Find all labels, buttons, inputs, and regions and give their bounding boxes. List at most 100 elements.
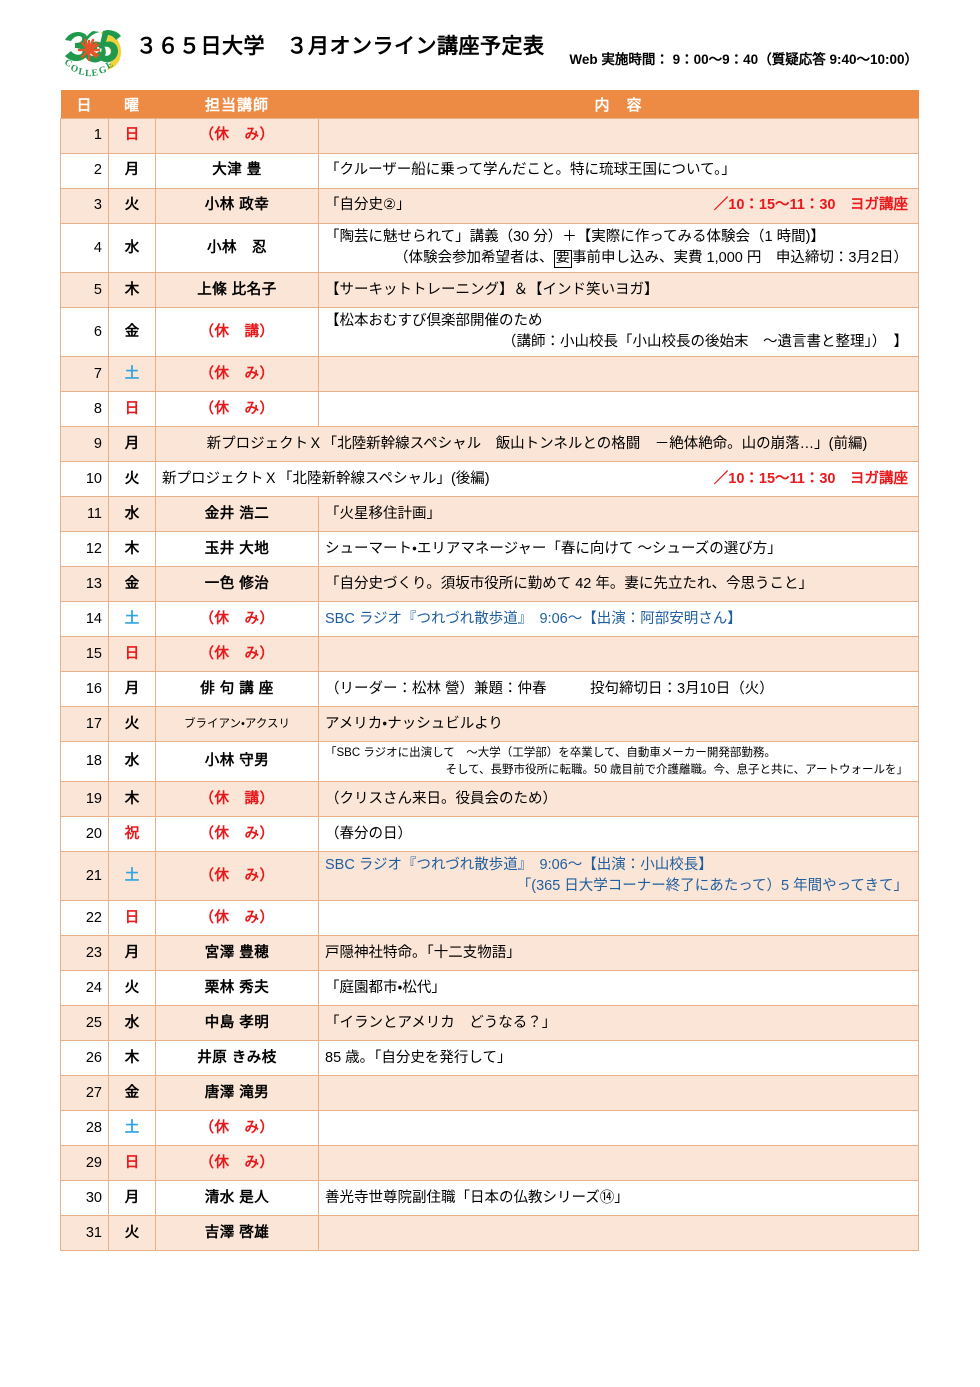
cell-content	[318, 1110, 919, 1147]
cell-instructor: 井原 きみ枝	[155, 1040, 319, 1077]
cell-day: 10	[60, 461, 109, 498]
cell-instructor: 小林 忍	[155, 222, 319, 274]
cell-content-wide: ／10：15〜11：30 ヨガ講座 新プロジェクトＸ「北陸新幹線スペシャル」(後編…	[155, 461, 919, 498]
cell-weekday: 木	[108, 531, 156, 568]
cell-instructor: 栗林 秀夫	[155, 970, 319, 1007]
cell-weekday: 土	[108, 851, 156, 902]
cell-weekday: 火	[108, 188, 156, 224]
content-line-2-post: 事前申し込み、実費 1,000 円 申込締切：3月2日）	[572, 250, 908, 267]
cell-content	[318, 900, 919, 937]
cell-weekday: 水	[108, 741, 156, 783]
cell-instructor: ブライアン・アクスリ	[155, 706, 319, 743]
cell-day: 27	[60, 1075, 109, 1112]
cell-content: （クリスさん来日。役員会のため）	[318, 781, 919, 818]
cell-content: ／10：15〜11：30 ヨガ講座 「自分史②」	[318, 188, 919, 224]
column-header-day: 日	[60, 90, 109, 119]
cell-instructor: 吉澤 啓雄	[155, 1215, 319, 1252]
column-header-weekday: 曜	[108, 90, 156, 119]
svg-text:E: E	[91, 68, 99, 79]
cell-day: 22	[60, 900, 109, 937]
cell-day: 11	[60, 496, 109, 533]
table-row: 26 木井原 きみ枝 85 歳。「自分史を発行して」	[60, 1040, 919, 1077]
cell-weekday: 木	[108, 272, 156, 309]
column-header-content: 内 容	[318, 90, 919, 119]
cell-day: 25	[60, 1005, 109, 1042]
content-line-2-pre: （体験会参加希望者は、	[394, 250, 554, 267]
cell-day: 17	[60, 706, 109, 743]
cell-weekday: 火	[108, 1215, 156, 1252]
cell-instructor: （休 講）	[155, 307, 319, 358]
cell-content: 善光寺世尊院副住職「日本の仏教シリーズ⑭」	[318, 1180, 919, 1217]
cell-day: 13	[60, 566, 109, 603]
cell-content: （春分の日）	[318, 816, 919, 853]
cell-day: 6	[60, 307, 109, 358]
cell-instructor: 清水 是人	[155, 1180, 319, 1217]
cell-instructor: 上條 比名子	[155, 272, 319, 309]
cell-content: SBC ラジオ『つれづれ散歩道』 9:06〜【出演：阿部安明さん】	[318, 601, 919, 638]
cell-content: 「クルーザー船に乗って学んだこと。特に琉球王国について。」	[318, 153, 919, 189]
table-row: 28 土（休 み）	[60, 1110, 919, 1147]
cell-instructor: 宮澤 豊穂	[155, 935, 319, 972]
svg-text:L: L	[85, 69, 92, 79]
svg-text:G: G	[98, 65, 109, 77]
cell-day: 2	[60, 153, 109, 189]
page-header: C O L L E G E ３６５日大学 ３月オンライン講座予定表 Web 実施…	[0, 0, 980, 88]
content-line-2: そして、長野市役所に転職。50 歳目前で介護離職。今、息子と共に、アートウォール…	[445, 763, 908, 776]
cell-day: 29	[60, 1145, 109, 1182]
cell-weekday: 火	[108, 461, 156, 498]
table-row: 21 土（休 み） SBC ラジオ『つれづれ散歩道』 9:06〜【出演：小山校長】「…	[60, 851, 919, 902]
cell-instructor: 中島 孝明	[155, 1005, 319, 1042]
content-line-1: 【松本おむすび倶楽部開催のため	[325, 313, 543, 330]
cell-weekday: 火	[108, 970, 156, 1007]
cell-weekday: 日	[108, 636, 156, 673]
cell-instructor: （休 み）	[155, 1110, 319, 1147]
required-badge: 要	[553, 250, 573, 268]
cell-weekday: 金	[108, 307, 156, 358]
table-row: 2 月大津 豊「クルーザー船に乗って学んだこと。特に琉球王国について。」	[60, 153, 919, 189]
cell-weekday: 金	[108, 566, 156, 603]
cell-content: 「庭園都市・松代」	[318, 970, 919, 1007]
cell-content	[318, 636, 919, 673]
cell-content: （リーダー：松林 營）兼題：仲春 投句締切日：3月10日（火）	[318, 671, 919, 708]
cell-weekday: 水	[108, 222, 156, 274]
cell-day: 19	[60, 781, 109, 818]
table-row: 6 金（休 講） 【松本おむすび倶楽部開催のため （講師：小山校長「小山校長の後始末 …	[60, 307, 919, 358]
cell-day: 1	[60, 118, 109, 154]
cell-content: アメリカ・ナッシュビルより	[318, 706, 919, 743]
svg-text:L: L	[77, 67, 85, 78]
cell-day: 4	[60, 222, 109, 274]
web-schedule-time: Web 実施時間： 9：00〜9：40（質疑応答 9:40〜10:00）	[569, 52, 918, 67]
cell-content: 「火星移住計画」	[318, 496, 919, 533]
cell-weekday: 日	[108, 118, 156, 154]
table-row: 29 日（休 み）	[60, 1145, 919, 1182]
cell-weekday: 月	[108, 935, 156, 972]
svg-text:C: C	[63, 58, 74, 70]
cell-content: 「SBC ラジオに出演して 〜大学（工学部）を卒業して、自動車メーカー開発部勤務…	[318, 741, 919, 783]
table-row: 10 火 ／10：15〜11：30 ヨガ講座 新プロジェクトＸ「北陸新幹線スペシャル」…	[60, 461, 919, 498]
cell-weekday: 月	[108, 671, 156, 708]
table-row: 16 月俳 句 講 座（リーダー：松林 營）兼題：仲春 投句締切日：3月10日（火…	[60, 671, 919, 708]
cell-day: 18	[60, 741, 109, 783]
cell-weekday: 土	[108, 1110, 156, 1147]
cell-day: 20	[60, 816, 109, 853]
cell-content: シューマート・エリアマネージャー「春に向けて 〜シューズの選び方」	[318, 531, 919, 568]
cell-weekday: 水	[108, 496, 156, 533]
cell-instructor: （休 み）	[155, 900, 319, 937]
content-line-1: 「SBC ラジオに出演して 〜大学（工学部）を卒業して、自動車メーカー開発部勤務…	[325, 747, 776, 760]
cell-day: 30	[60, 1180, 109, 1217]
cell-content	[318, 1215, 919, 1252]
cell-content	[318, 391, 919, 428]
cell-content: 「自分史づくり。須坂市役所に勤めて 42 年。妻に先立たれ、今思うこと」	[318, 566, 919, 603]
cell-content: 【松本おむすび倶楽部開催のため （講師：小山校長「小山校長の後始末 〜遺言書と整理…	[318, 307, 919, 358]
cell-content	[318, 1075, 919, 1112]
cell-instructor: （休 み）	[155, 118, 319, 154]
cell-instructor: 小林 政幸	[155, 188, 319, 224]
cell-weekday: 日	[108, 1145, 156, 1182]
page-title: ３６５日大学 ３月オンライン講座予定表	[136, 35, 545, 58]
table-row: 20 祝（休 み） （春分の日）	[60, 816, 919, 853]
table-row: 31 火吉澤 啓雄	[60, 1215, 919, 1252]
content-line-1: SBC ラジオ『つれづれ散歩道』 9:06〜【出演：小山校長】	[325, 857, 713, 874]
table-row: 1 日（休 み）	[60, 118, 919, 154]
table-row: 12 木玉井 大地 シューマート・エリアマネージャー「春に向けて 〜シューズの選び方…	[60, 531, 919, 568]
